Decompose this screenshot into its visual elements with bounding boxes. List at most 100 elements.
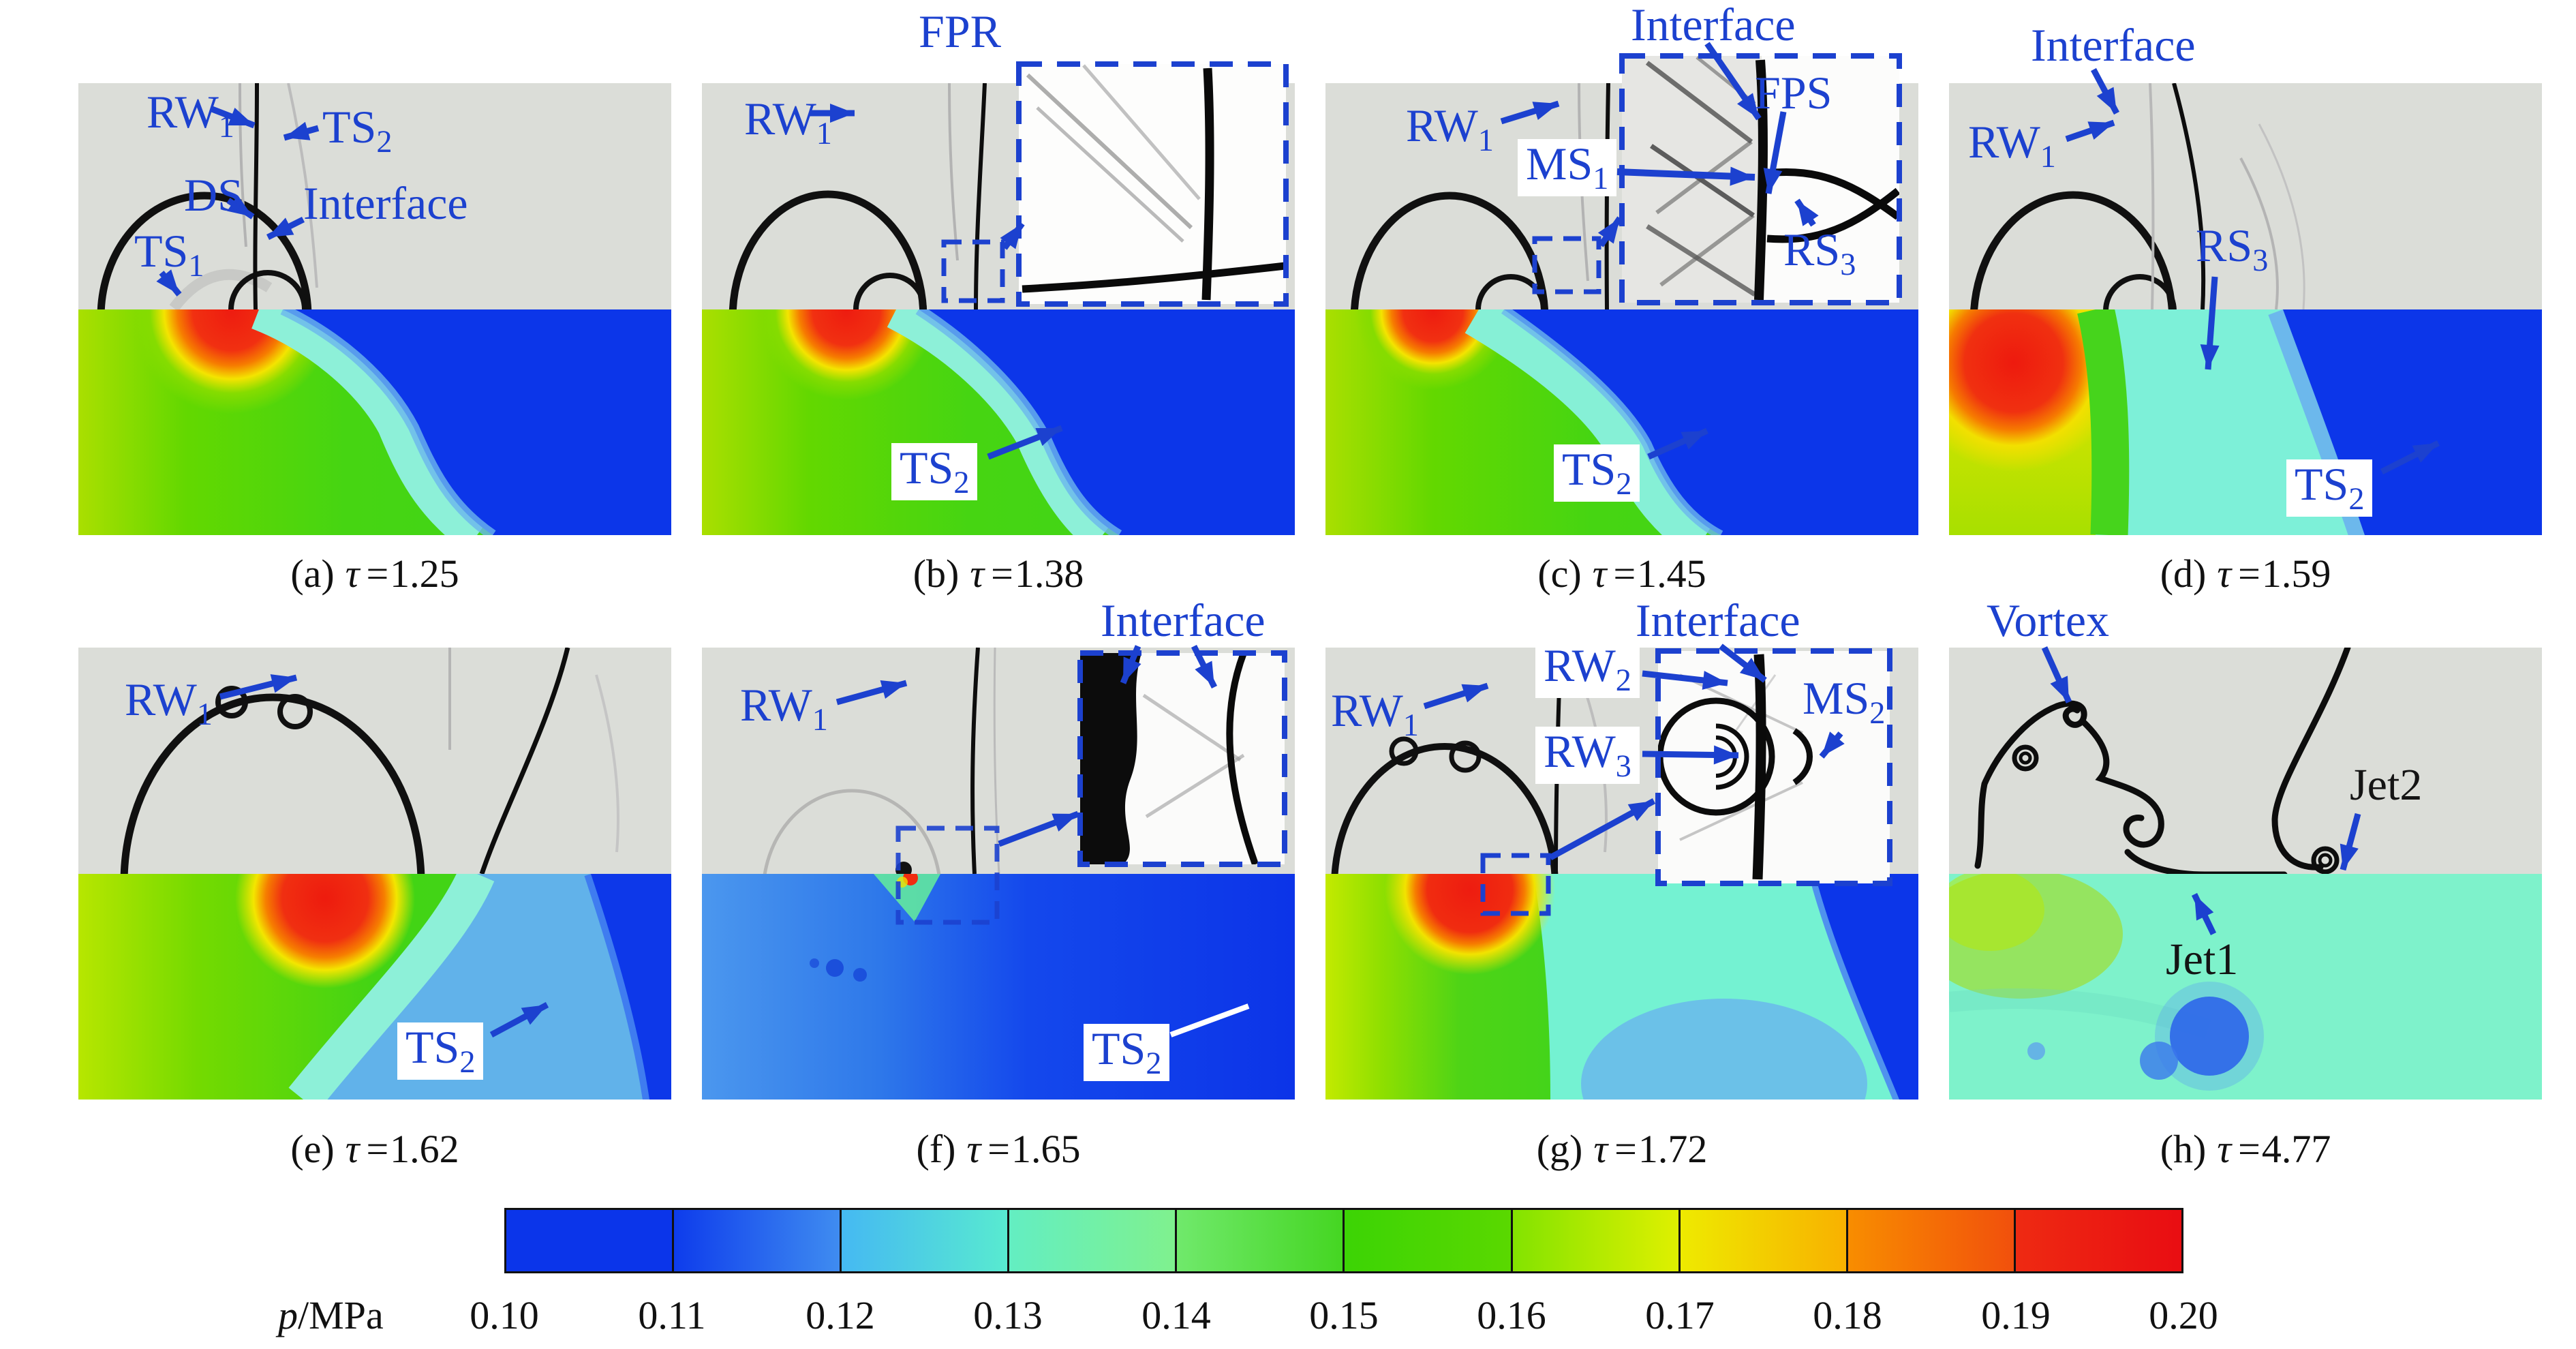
panel-e-art — [78, 648, 671, 1100]
colorbar-tick: 0.14 — [1141, 1293, 1211, 1337]
ts2-arrow-head — [1035, 428, 1062, 446]
caption-a: (a) τ =1.25 — [290, 551, 459, 596]
label-interface: Interface — [1631, 0, 1796, 50]
label-ts2: TS2 — [397, 1022, 484, 1080]
panel-e: RW1 TS2 — [78, 648, 671, 1100]
panel-f-art — [702, 644, 1295, 1100]
caption-e: (e) τ =1.62 — [290, 1127, 459, 1171]
rw3-arrow-head — [1713, 745, 1738, 765]
zoom-link-arrow-head — [1597, 218, 1620, 244]
jet2-arrow-head — [2340, 843, 2359, 870]
colorbar-segment — [674, 1210, 842, 1271]
label-interface: Interface — [1101, 594, 1266, 646]
vortex-arrow-head — [2050, 676, 2069, 702]
ms2-arrow-head — [1822, 731, 1845, 757]
colorbar-segment — [1345, 1210, 1513, 1271]
label-ts2: TS2 — [322, 101, 393, 160]
ds-arrow-head — [227, 195, 253, 217]
caption-d: (d) τ =1.59 — [2160, 551, 2331, 596]
label-interface: Interface — [1636, 594, 1800, 646]
ms1-arrow-head — [1730, 166, 1755, 186]
panel-d: Interface RW1 RS3 TS2 — [1949, 21, 2542, 535]
pressure-half — [78, 309, 671, 535]
colorbar-tick: 0.18 — [1813, 1293, 1882, 1337]
caption-b: (b) τ =1.38 — [913, 551, 1084, 596]
pressure-half — [1325, 874, 1918, 1100]
rw1-arrow-head — [228, 107, 254, 126]
pressure-half — [78, 874, 671, 1100]
ts1-arrow-head — [156, 269, 179, 294]
label-ms1: MS1 — [1518, 139, 1617, 197]
panel-d-art — [1949, 67, 2542, 535]
colorbar-segment — [842, 1210, 1010, 1271]
colorbar-tick: 0.17 — [1645, 1293, 1715, 1337]
rw1-arrow-head — [1532, 102, 1559, 121]
colorbar-tick: 0.11 — [638, 1293, 706, 1337]
rs3-arrow-head — [2200, 344, 2220, 369]
jet1-arrow-head — [2194, 894, 2214, 921]
label-ts2: TS2 — [2286, 459, 2373, 517]
panel-b: RW1 FPR TS2 — [702, 7, 1295, 535]
interface-arrow-head — [2096, 87, 2117, 113]
rw1-arrow-head — [270, 674, 296, 693]
colorbar-segment — [1009, 1210, 1178, 1271]
panel-a-art — [78, 83, 671, 535]
label-rw1: RW1 — [1968, 116, 2056, 175]
caption-c: (c) τ =1.45 — [1537, 551, 1706, 596]
rw2-arrow-head — [1702, 671, 1728, 690]
rw1-arrow-head — [1461, 684, 1488, 703]
label-rw1: RW1 — [1331, 684, 1419, 743]
label-fpr: FPR — [919, 5, 1001, 57]
zoom-source-box — [1532, 236, 1601, 294]
colorbar-segment — [506, 1210, 675, 1271]
label-rs3: RS3 — [1783, 224, 1856, 282]
rw1-arrow-head — [880, 680, 906, 699]
caption-h: (h) τ =4.77 — [2160, 1127, 2331, 1171]
colorbar-tick: 0.19 — [1981, 1293, 2051, 1337]
rw1-arrow-head — [830, 104, 855, 123]
zoom-source-box — [895, 825, 1000, 925]
label-rw1: RW1 — [740, 679, 828, 738]
label-ds: DS — [184, 169, 243, 221]
interface-arrow-head — [1737, 93, 1759, 119]
colorbar-segment — [1177, 1210, 1345, 1271]
colorbar-tick: 0.16 — [1477, 1293, 1546, 1337]
ts2-pointer-line — [1169, 1003, 1250, 1037]
pressure-half — [1949, 309, 2542, 535]
colorbar-segment — [2015, 1210, 2181, 1271]
label-rw1: RW1 — [125, 673, 213, 732]
inset-magnified-view — [1077, 650, 1287, 867]
ts2-arrow-head — [2412, 443, 2438, 463]
interface-arrow-head — [268, 217, 294, 237]
ts2-arrow-head — [284, 121, 311, 140]
panel-b-art — [702, 61, 1295, 535]
interface-arrow-left-head — [1123, 656, 1141, 683]
label-rs3: RS3 — [2196, 219, 2269, 278]
label-ts2: TS2 — [1554, 444, 1640, 502]
inset-magnified-view — [1619, 53, 1902, 305]
label-jet2: Jet2 — [2350, 760, 2423, 810]
panel-g: RW1 Interface RW2 MS2 RW3 — [1325, 596, 1918, 1100]
zoom-source-box — [1480, 853, 1551, 916]
label-rw1: RW1 — [147, 86, 234, 145]
schlieren-half — [78, 648, 671, 875]
label-ts2: TS2 — [1084, 1024, 1170, 1082]
colorbar-segment — [1847, 1210, 2016, 1271]
label-rw1: RW1 — [744, 93, 832, 151]
inset-magnified-view — [1655, 648, 1892, 886]
label-ms2: MS2 — [1803, 672, 1886, 731]
schlieren-half — [1949, 648, 2542, 875]
colorbar-segment — [1512, 1210, 1681, 1271]
caption-g: (g) τ =1.72 — [1536, 1127, 1708, 1171]
schlieren-half — [1949, 83, 2542, 310]
colorbar-tick: 0.12 — [806, 1293, 875, 1337]
rw1-arrow-head — [2087, 121, 2114, 140]
colorbar-tick: 0.13 — [973, 1293, 1043, 1337]
zoom-link-arrow-head — [1627, 801, 1654, 821]
zoom-link-arrow-head — [1000, 224, 1022, 249]
schlieren-half — [78, 83, 671, 310]
colorbar-segment — [1680, 1210, 1848, 1271]
panel-c: RW1 Interface FPS MS1 RS3 TS2 — [1325, 1, 1918, 535]
colorbar-tick: 0.10 — [470, 1293, 539, 1337]
